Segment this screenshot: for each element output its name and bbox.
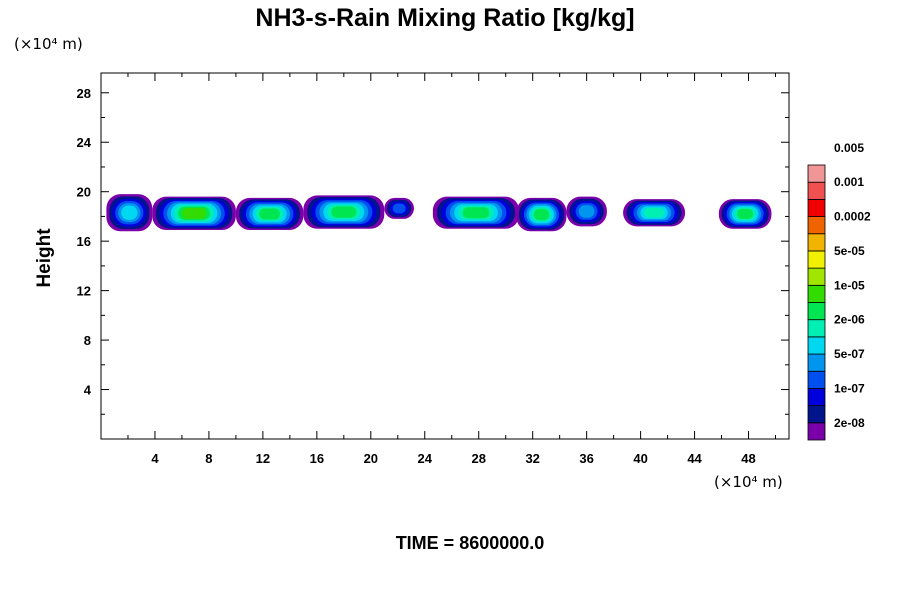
x-tick-label: 20: [364, 451, 378, 466]
cloud-contour: [121, 205, 138, 220]
x-tick-label: 16: [310, 451, 324, 466]
y-unit-label: (×10⁴ m): [14, 35, 83, 53]
colorbar-swatch: [807, 250, 826, 269]
colorbar-swatch: [807, 181, 826, 200]
colorbar-swatch: [807, 405, 826, 424]
cloud-contour: [578, 205, 595, 218]
colorbar-swatch: [807, 284, 826, 303]
colorbar-swatch: [807, 422, 826, 441]
x-axis: 4 8 12 16 20 24 28 32 36 40 44 48: [127, 73, 777, 466]
cloud-contour: [259, 208, 281, 220]
y-tick-label: 12: [77, 284, 91, 299]
colorbar-swatch: [807, 336, 826, 355]
colorbar-label: 0.005: [834, 141, 864, 155]
x-tick-label: 40: [633, 451, 647, 466]
y-tick-label: 4: [84, 383, 92, 398]
plot-frame: [100, 72, 790, 440]
x-tick-label: 44: [687, 451, 702, 466]
cloud-contour: [181, 207, 207, 219]
x-tick-label: 24: [418, 451, 433, 466]
colorbar: 2e-08 1e-07 5e-07 2e-06 1e-05 5e-05 0.0002 0.00…: [807, 141, 871, 441]
cloud-contour: [462, 207, 490, 219]
y-tick-label: 16: [77, 234, 91, 249]
colorbar-swatch: [807, 164, 826, 183]
x-tick-label: 32: [525, 451, 539, 466]
cloud-contour: [643, 207, 665, 218]
y-tick-label: 28: [77, 86, 91, 101]
x-tick-label: 48: [741, 451, 755, 466]
cloud-layer: [106, 194, 772, 232]
colorbar-label: 2e-08: [834, 416, 865, 430]
x-tick-label: 12: [256, 451, 270, 466]
colorbar-swatch: [807, 388, 826, 407]
colorbar-label: 2e-06: [834, 313, 865, 327]
x-tick-label: 36: [579, 451, 593, 466]
y-axis-label: Height: [34, 228, 55, 288]
colorbar-swatch: [807, 233, 826, 252]
colorbar-label: 0.0002: [834, 210, 871, 224]
colorbar-swatch: [807, 353, 826, 372]
cloud-contour: [533, 208, 550, 221]
time-label: TIME = 8600000.0: [396, 533, 545, 553]
colorbar-label: 0.001: [834, 175, 864, 189]
colorbar-swatch: [807, 319, 826, 338]
x-tick-label: 8: [205, 451, 212, 466]
x-tick-label: 4: [151, 451, 159, 466]
colorbar-swatch: [807, 216, 826, 235]
colorbar-label: 5e-05: [834, 244, 865, 258]
cloud-contour: [331, 206, 357, 218]
y-tick-label: 24: [77, 135, 92, 150]
colorbar-label: 1e-07: [834, 381, 865, 395]
chart-title: NH3-s-Rain Mixing Ratio [kg/kg]: [255, 4, 634, 32]
colorbar-swatch: [807, 370, 826, 389]
colorbar-swatch: [807, 267, 826, 286]
y-tick-label: 8: [84, 333, 91, 348]
colorbar-swatch: [807, 198, 826, 217]
colorbar-label: 5e-07: [834, 347, 865, 361]
colorbar-label: 1e-05: [834, 278, 865, 292]
x-tick-label: 28: [471, 451, 485, 466]
cloud-contour: [737, 208, 754, 220]
y-tick-label: 20: [77, 185, 91, 200]
x-unit-label: (×10⁴ m): [714, 473, 783, 491]
cloud-contour: [392, 203, 406, 214]
y-axis: 4 8 12 16 20 24 28: [77, 86, 789, 415]
colorbar-swatch: [807, 302, 826, 321]
